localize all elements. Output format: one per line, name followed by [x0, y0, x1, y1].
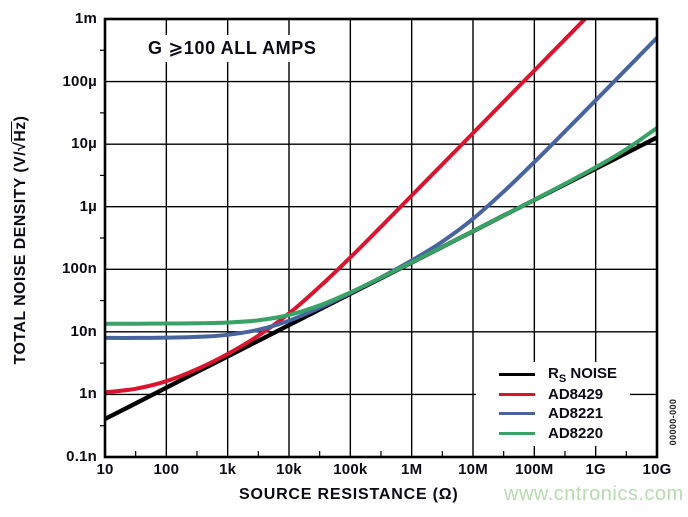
legend-swatch-ad8220 — [499, 431, 535, 435]
legend-item-ad8221: AD8221 — [476, 404, 630, 424]
legend-label-ad8429: AD8429 — [548, 385, 604, 403]
y-tick-label: 100µ — [62, 72, 97, 90]
minor-ticks — [100, 49, 627, 456]
curve-ad8221 — [105, 36, 657, 340]
x-axis-title: SOURCE RESISTANCE (Ω) — [239, 486, 459, 503]
legend-label-ad8220: AD8220 — [548, 424, 604, 442]
legend-item-ad8429: AD8429 — [476, 385, 630, 405]
y-tick-label: 1n — [79, 385, 97, 403]
curve-ad8429 — [105, 19, 588, 395]
x-tick-label: 10k — [276, 461, 302, 478]
y-tick-label: 1µ — [79, 197, 97, 215]
y-tick-label: 10µ — [71, 135, 97, 153]
x-tick-label: 10 — [96, 461, 114, 478]
curve-ad8220 — [105, 126, 657, 326]
legend-item-ad8220: AD8220 — [476, 424, 630, 444]
x-tick-label: 10G — [642, 461, 672, 478]
legend-item-rs-noise: RS NOISE — [476, 365, 630, 385]
legend: RS NOISE AD8429 AD8221 AD8220 — [476, 362, 630, 446]
legend-label-ad8221: AD8221 — [548, 405, 604, 423]
x-tick-label: 100 — [153, 461, 180, 478]
x-tick-label: 10M — [458, 461, 488, 478]
x-tick-label: 1k — [219, 461, 237, 478]
gain-annotation: G ⩾100 ALL AMPS — [139, 35, 326, 62]
legend-swatch-rs-noise — [499, 373, 535, 377]
x-tick-label: 1M — [401, 461, 423, 478]
plot-border — [103, 17, 659, 459]
x-tick-label: 1G — [585, 461, 606, 478]
y-tick-label: 1m — [74, 10, 97, 28]
y-tick-label: 100n — [62, 260, 97, 278]
x-tick-label: 100M — [515, 461, 554, 478]
y-tick-label: 0.1n — [66, 448, 97, 466]
legend-label-rs-noise: RS NOISE — [548, 364, 618, 385]
figure-number: 00000-000 — [668, 398, 678, 446]
legend-swatch-ad8221 — [499, 412, 535, 416]
curves — [105, 19, 657, 421]
x-tick-label: 100k — [333, 461, 368, 478]
legend-swatch-ad8429 — [499, 392, 535, 396]
y-tick-label: 10n — [70, 323, 97, 341]
watermark-text: www.cntronics.com — [504, 483, 684, 505]
y-axis-title: TOTAL NOISE DENSITY (V/√Hz) — [12, 115, 29, 365]
